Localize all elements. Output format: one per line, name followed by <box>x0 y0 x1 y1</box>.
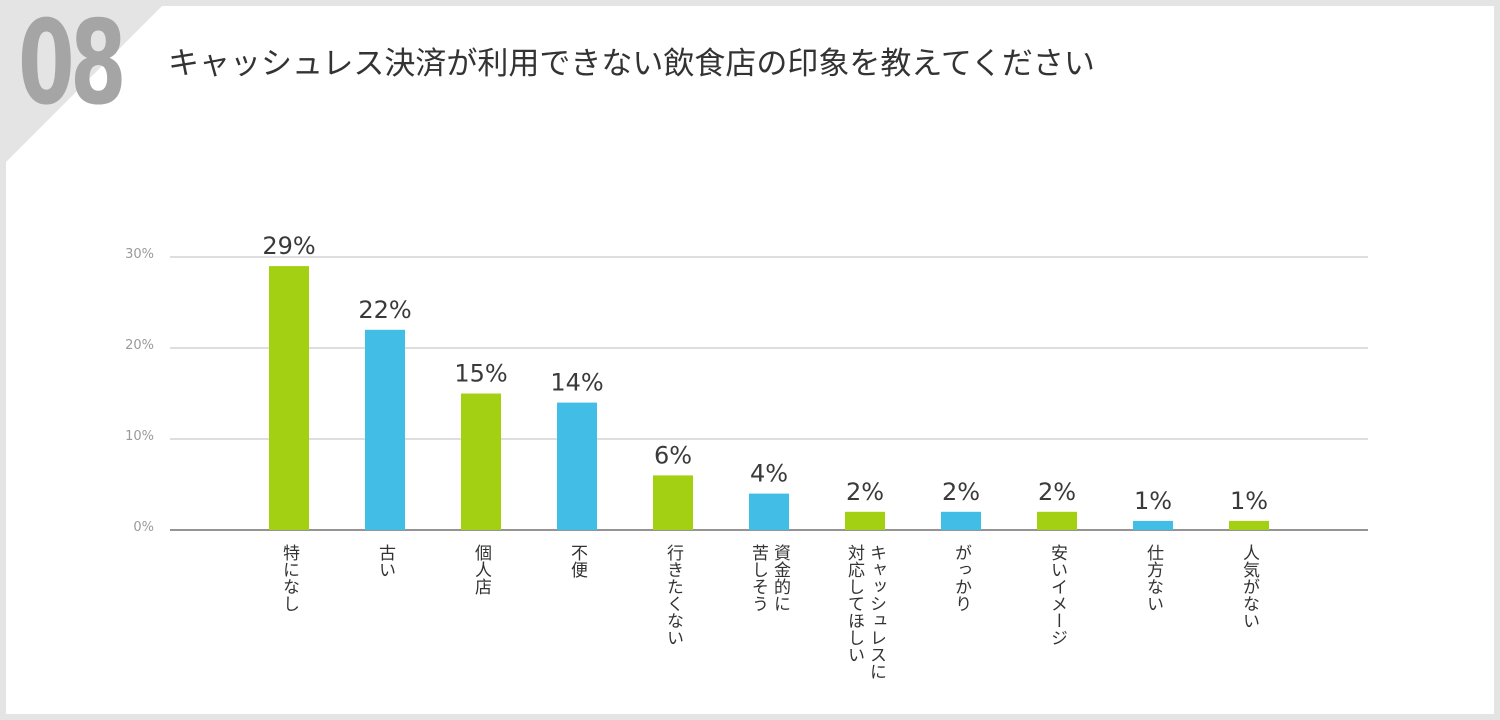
y-tick-label: 10% <box>125 429 154 444</box>
category-label: がっかり <box>951 544 971 612</box>
bar-value-label: 4% <box>750 460 788 488</box>
bar-value-label: 2% <box>846 478 884 506</box>
bar-value-label: 2% <box>942 478 980 506</box>
bar <box>365 329 405 530</box>
bar-value-label: 1% <box>1230 487 1268 515</box>
corner-decoration <box>0 0 168 168</box>
bar <box>1133 520 1173 530</box>
category-label: 個人店 <box>471 544 491 595</box>
bar-value-label: 15% <box>454 360 507 388</box>
category-label: 特になし <box>279 544 299 612</box>
bar-value-label: 22% <box>358 296 411 324</box>
bar <box>1229 520 1269 530</box>
category-label: 資金的に 苦しそう <box>748 544 790 612</box>
figure-frame <box>6 6 1494 714</box>
bar-value-label: 1% <box>1134 487 1172 515</box>
bar <box>461 393 501 530</box>
bar <box>269 266 309 530</box>
bar-value-label: 6% <box>654 441 692 469</box>
chart-title: キャッシュレス決済が利用できない飲食店の印象を教えてください <box>168 46 1095 82</box>
category-label: 安いイメージ <box>1047 544 1067 646</box>
y-tick-label: 0% <box>133 520 154 535</box>
bar <box>653 475 693 530</box>
bar <box>557 402 597 530</box>
bar-value-label: 2% <box>1038 478 1076 506</box>
category-label: 行きたくない <box>663 544 683 646</box>
y-tick-label: 30% <box>125 247 154 262</box>
category-label: 古い <box>375 544 395 578</box>
y-tick-label: 20% <box>125 338 154 353</box>
bar <box>749 493 789 530</box>
bar <box>1037 511 1077 530</box>
bar-value-label: 29% <box>262 232 315 260</box>
category-label: 仕方ない <box>1143 544 1163 612</box>
bar <box>941 511 981 530</box>
bar-value-label: 14% <box>550 369 603 397</box>
question-number: 08 <box>18 0 127 131</box>
category-label: 不便 <box>567 544 587 578</box>
bar <box>845 511 885 530</box>
category-label: キャッシュレスに 対応してほしい <box>844 544 886 680</box>
category-label: 人気がない <box>1239 544 1259 629</box>
